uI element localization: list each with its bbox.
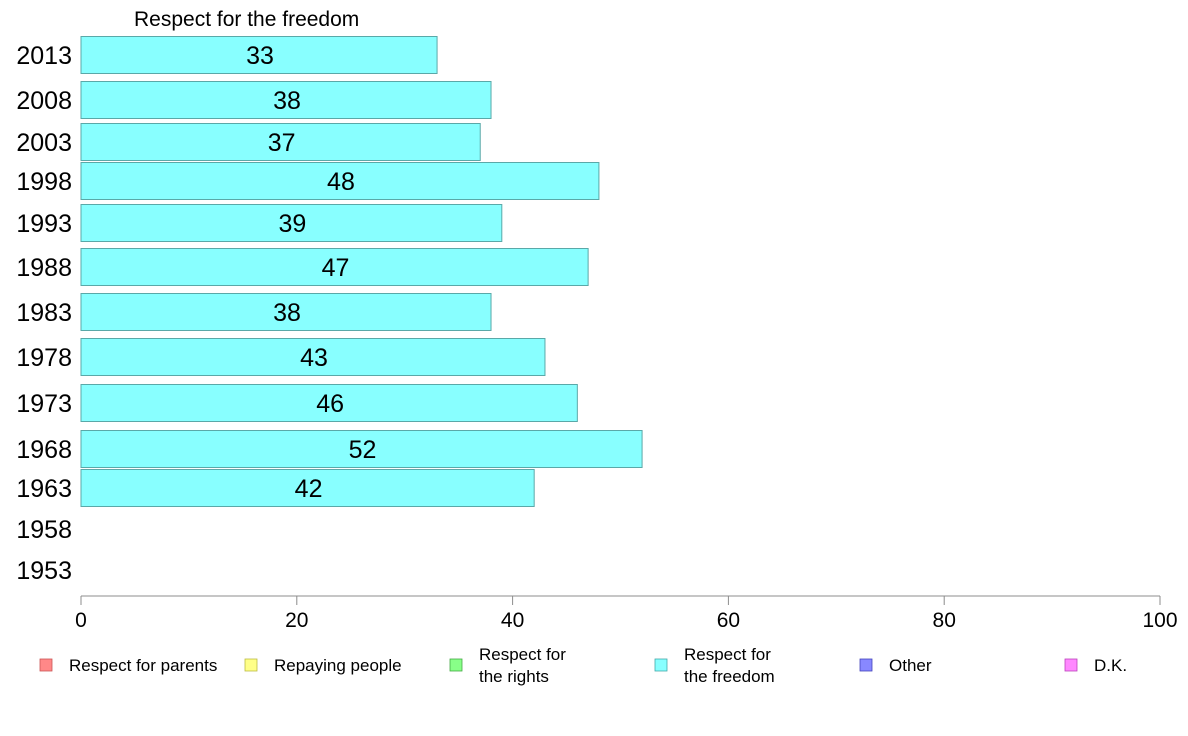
- legend-swatch-5: [1064, 658, 1078, 672]
- legend-swatch-1: [244, 658, 258, 672]
- category-label-1988: 1988: [16, 254, 72, 282]
- category-label-1998: 1998: [16, 168, 72, 196]
- category-label-1958: 1958: [16, 516, 72, 544]
- category-label-2003: 2003: [16, 129, 72, 157]
- legend-swatch-4: [859, 658, 873, 672]
- bar-1963: [80, 469, 535, 507]
- category-label-1993: 1993: [16, 210, 72, 238]
- x-tick-label-60: 60: [717, 609, 740, 632]
- bar-1983: [80, 293, 492, 331]
- data-label-1968: 52: [349, 436, 377, 464]
- bar-1993: [80, 204, 503, 242]
- bar-2008: [80, 81, 492, 119]
- bar-1988: [80, 248, 589, 286]
- x-tick-label-20: 20: [285, 609, 308, 632]
- category-label-2008: 2008: [16, 87, 72, 115]
- legend-label-5-0: D.K.: [1094, 656, 1127, 675]
- legend-swatch-2: [449, 658, 463, 672]
- legend-label-2-1: the rights: [479, 667, 549, 686]
- legend-label-0-0: Respect for parents: [69, 656, 217, 675]
- legend-label-3-0: Respect for: [684, 645, 771, 664]
- category-label-1978: 1978: [16, 344, 72, 372]
- data-label-2013: 33: [246, 42, 274, 70]
- data-label-1993: 39: [278, 210, 306, 238]
- x-tick-label-0: 0: [75, 609, 87, 632]
- x-tick-label-40: 40: [501, 609, 524, 632]
- category-label-2013: 2013: [16, 42, 72, 70]
- category-label-1953: 1953: [16, 557, 72, 585]
- x-tick-label-100: 100: [1142, 609, 1177, 632]
- category-label-1983: 1983: [16, 299, 72, 327]
- legend-label-4-0: Other: [889, 656, 932, 675]
- data-label-1973: 46: [316, 390, 344, 418]
- legend-label-1-0: Repaying people: [274, 656, 402, 675]
- category-labels: 2013 2008 2003 1998 1993 1988 1983 1978 1973 1968…: [16, 42, 72, 585]
- chart-title: Respect for the freedom: [134, 8, 359, 31]
- bar-2013: [80, 36, 438, 74]
- bar-1978: [80, 338, 546, 376]
- category-label-1963: 1963: [16, 475, 72, 503]
- category-label-1973: 1973: [16, 390, 72, 418]
- data-label-2008: 38: [273, 87, 301, 115]
- legend-label-3-1: the freedom: [684, 667, 775, 686]
- bar-1973: [80, 384, 578, 422]
- data-label-2003: 37: [268, 129, 296, 157]
- legend-swatch-0: [39, 658, 53, 672]
- data-label-1998: 48: [327, 168, 355, 196]
- bar-2003: [80, 123, 481, 161]
- bar-1998: [80, 162, 600, 200]
- bar-1968: [80, 430, 643, 468]
- x-axis: 0 20 40 60 80 100: [75, 595, 1178, 632]
- legend: Respect for parents Repaying people Respec…: [39, 645, 1127, 686]
- category-label-1968: 1968: [16, 436, 72, 464]
- data-label-1983: 38: [273, 299, 301, 327]
- legend-label-2-0: Respect for: [479, 645, 566, 664]
- data-label-1963: 42: [295, 475, 323, 503]
- x-tick-label-80: 80: [933, 609, 956, 632]
- data-label-1988: 47: [322, 254, 350, 282]
- data-label-1978: 43: [300, 344, 328, 372]
- legend-swatch-3: [654, 658, 668, 672]
